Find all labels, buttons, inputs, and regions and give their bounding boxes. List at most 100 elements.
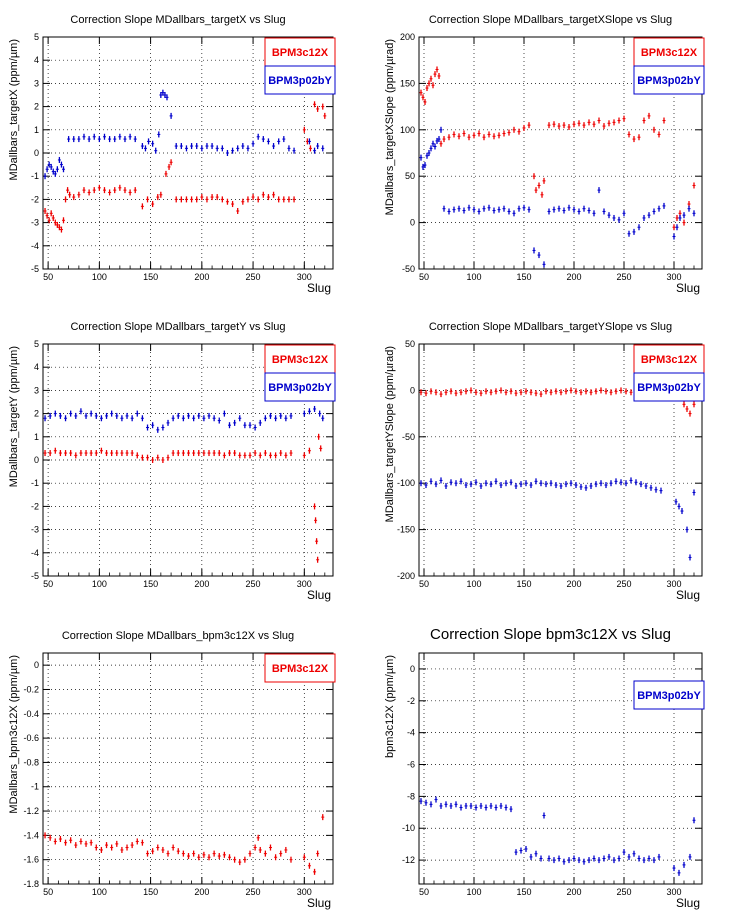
panel-6-xtick-label: 300 <box>666 887 681 897</box>
panel-4-xtick-label: 100 <box>466 579 481 589</box>
panel-6-ytick-label: 0 <box>410 664 415 674</box>
panel-2-xtick-label: 200 <box>566 272 581 282</box>
panel-6-ytick-label: -6 <box>407 760 415 770</box>
panel-6-title: Correction Slope bpm3c12X vs Slug <box>430 626 671 643</box>
panel-5-ytick-label: -1.2 <box>23 806 39 816</box>
panel-4-ytick-label: -50 <box>402 432 415 442</box>
panel-4-ytick-label: -150 <box>397 525 415 535</box>
panel-5-ylabel: MDallbars_bpm3c12X (ppm/µm) <box>8 655 20 814</box>
panel-5-xtick-label: 200 <box>194 887 209 897</box>
panel-3-ytick-label: -4 <box>31 548 39 558</box>
panel-5-xtick-label: 250 <box>246 887 261 897</box>
panel-3-legend-box <box>264 372 336 402</box>
panel-5-ytick-label: -1.6 <box>23 855 39 865</box>
panel-3-xtick-label: 200 <box>194 579 209 589</box>
panel-6-legend-box <box>633 680 705 710</box>
panel-2-legend-entry: BPM3c12X <box>641 47 698 59</box>
panel-2-ytick-label: 200 <box>400 32 415 42</box>
panel-4-xlabel: Slug <box>676 588 700 602</box>
panel-5-ytick-label: -1.4 <box>23 830 39 840</box>
panel-2-xtick-label: 150 <box>516 272 531 282</box>
panel-1-ytick-label: 3 <box>34 78 39 88</box>
panel-1-legend-box <box>264 37 336 67</box>
panel-1-ytick-label: 5 <box>34 32 39 42</box>
panel-2-xtick-label: 250 <box>616 272 631 282</box>
panel-3-ytick-label: -1 <box>31 478 39 488</box>
panel-4-legend-entry: BPM3c12X <box>641 354 698 366</box>
panel-6-xtick-label: 50 <box>419 887 429 897</box>
panel-1-ylabel: MDallbars_targetX (ppm/µm) <box>8 39 20 180</box>
panel-6-xtick-label: 250 <box>616 887 631 897</box>
panel-5-legend-entry: BPM3c12X <box>272 663 329 675</box>
panel-4-xtick-label: 50 <box>419 579 429 589</box>
panel-2-title: Correction Slope MDallbars_targetXSlope … <box>429 14 672 26</box>
panel-5-xlabel: Slug <box>307 896 331 910</box>
panel-1-legend-entry: BPM3c12X <box>272 47 329 59</box>
panel-5-frame <box>42 652 334 885</box>
panel-5-xtick-label: 150 <box>143 887 158 897</box>
panel-4-ytick-label: -100 <box>397 478 415 488</box>
panel-4-xtick-label: 250 <box>616 579 631 589</box>
panel-3-xtick-label: 250 <box>246 579 261 589</box>
panel-5-ytick-label: -0.4 <box>23 709 39 719</box>
panel-2-ytick-label: 50 <box>405 171 415 181</box>
panel-4-frame <box>418 343 703 577</box>
panel-1-ytick-label: -5 <box>31 264 39 274</box>
panel-3-xtick-label: 150 <box>143 579 158 589</box>
panel-1-ytick-label: -1 <box>31 171 39 181</box>
panel-1-legend-box <box>264 65 336 95</box>
panel-1-xlabel: Slug <box>307 281 331 295</box>
panel-1-xtick-label: 250 <box>246 272 261 282</box>
panel-1-xtick-label: 50 <box>43 272 53 282</box>
panel-1-title: Correction Slope MDallbars_targetX vs Sl… <box>70 14 285 26</box>
panel-2-xlabel: Slug <box>676 281 700 295</box>
panel-5-title: Correction Slope MDallbars_bpm3c12X vs S… <box>62 630 294 642</box>
panel-2-xtick-label: 100 <box>466 272 481 282</box>
panel-5-ytick-label: -1.8 <box>23 879 39 889</box>
panel-3-xlabel: Slug <box>307 588 331 602</box>
panel-5-ytick-label: 0 <box>34 660 39 670</box>
panel-1-legend-entry: BPM3p02bY <box>268 75 332 87</box>
panel-3-xtick-label: 100 <box>92 579 107 589</box>
panel-3-xtick-label: 300 <box>297 579 312 589</box>
panel-4-ylabel: MDallbars_targetYSlope (ppm/µrad) <box>384 346 396 522</box>
panel-2-ylabel: MDallbars_targetXSlope (ppm/µrad) <box>384 39 396 215</box>
panel-5-xtick-label: 50 <box>43 887 53 897</box>
panel-5-xtick-label: 100 <box>92 887 107 897</box>
panel-1-ytick-label: 2 <box>34 102 39 112</box>
panel-2-xtick-label: 50 <box>419 272 429 282</box>
panel-1-xtick-label: 150 <box>143 272 158 282</box>
panel-5-xtick-label: 300 <box>297 887 312 897</box>
panel-3-legend-entry: BPM3c12X <box>272 354 329 366</box>
panel-6-ytick-label: -8 <box>407 791 415 801</box>
panel-5-ytick-label: -0.8 <box>23 757 39 767</box>
panel-1-xtick-label: 100 <box>92 272 107 282</box>
panel-1-xtick-label: 300 <box>297 272 312 282</box>
panel-4-ytick-label: 50 <box>405 339 415 349</box>
panel-2-frame <box>418 36 703 270</box>
panel-2-ytick-label: -50 <box>402 264 415 274</box>
panel-4-legend-entry: BPM3p02bY <box>637 382 701 394</box>
panel-4-ytick-label: -200 <box>397 571 415 581</box>
panel-6-xtick-label: 150 <box>516 887 531 897</box>
panel-3-ytick-label: 1 <box>34 432 39 442</box>
panel-6-ytick-label: -4 <box>407 728 415 738</box>
panel-1-ytick-label: -2 <box>31 194 39 204</box>
panel-3-title: Correction Slope MDallbars_targetY vs Sl… <box>70 321 285 333</box>
panel-3-ytick-label: -5 <box>31 571 39 581</box>
panel-3-ytick-label: 5 <box>34 339 39 349</box>
panel-3-legend-entry: BPM3p02bY <box>268 382 332 394</box>
panel-2-ytick-label: 100 <box>400 125 415 135</box>
panel-6-legend-entry: BPM3p02bY <box>637 690 701 702</box>
panel-2-ytick-label: 150 <box>400 78 415 88</box>
panel-3-ylabel: MDallbars_targetY (ppm/µm) <box>8 346 20 487</box>
panel-4-legend-box <box>633 344 705 374</box>
panel-4-legend-box <box>633 372 705 402</box>
panel-4-xtick-label: 200 <box>566 579 581 589</box>
panel-3-ytick-label: 2 <box>34 409 39 419</box>
panel-2-ytick-label: 0 <box>410 218 415 228</box>
panel-3-ytick-label: -2 <box>31 501 39 511</box>
panel-3-xtick-label: 50 <box>43 579 53 589</box>
